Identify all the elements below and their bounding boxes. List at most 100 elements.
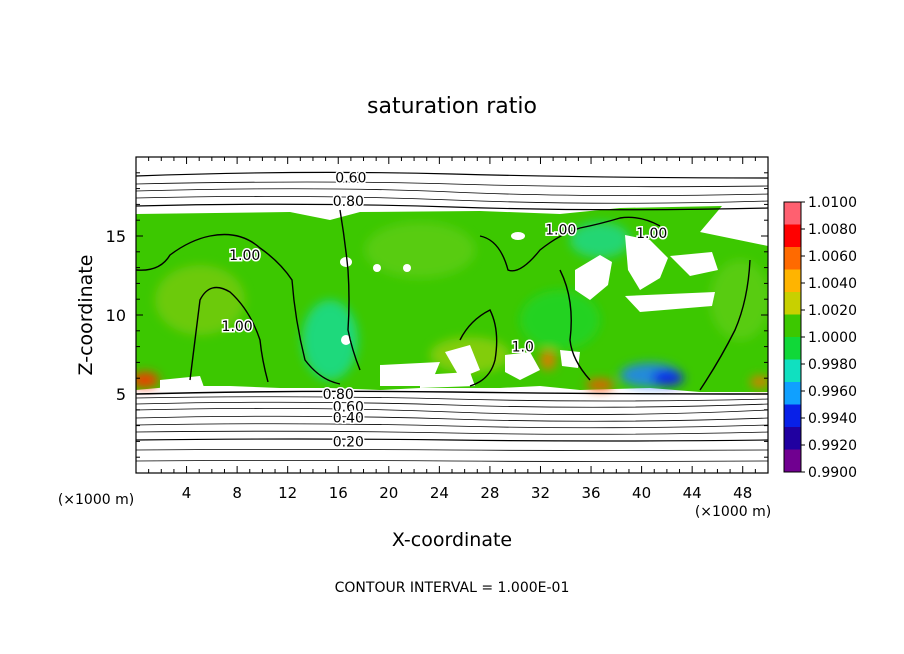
- contour-line: [136, 390, 768, 395]
- colorbar-label: 1.0100: [808, 195, 857, 211]
- colorbar-swatch: [784, 337, 801, 360]
- contour-label: 0.60: [333, 400, 364, 416]
- contour-line: [136, 203, 768, 211]
- contour-label: 0.80: [323, 387, 354, 403]
- x-tick-label: 40: [632, 484, 651, 502]
- y-tick-label: 5: [116, 385, 126, 404]
- contour-line: [136, 438, 768, 442]
- colorbar-label: 1.0040: [808, 276, 857, 292]
- y-axis: 5 10 15: [106, 172, 768, 458]
- pocket: [341, 335, 351, 345]
- pocket: [373, 264, 381, 272]
- contour-label: 1.00: [229, 248, 260, 264]
- x-tick-label: 8: [232, 484, 242, 502]
- y-tick-label: 15: [106, 227, 126, 246]
- contour-line: [136, 401, 768, 408]
- colorbar: 1.0100 1.0080 1.0060 1.0040 1.0020 1.0000 0.99…: [783, 195, 857, 481]
- x-tick-label: 36: [581, 484, 600, 502]
- colorbar-label: 0.9900: [808, 465, 857, 481]
- colorbar-label: 1.0080: [808, 222, 857, 238]
- contour-line: [136, 181, 768, 188]
- pocket: [560, 350, 580, 368]
- field-blob: [586, 379, 614, 391]
- contour-labels: 0.600.801.001.001.00 1.001.00.800.600.400…: [220, 169, 669, 452]
- plot-area: 0.600.801.001.001.00 1.001.00.800.600.400…: [136, 157, 768, 473]
- contour-lines: [136, 171, 768, 462]
- contour-line: [699, 259, 751, 391]
- contour-label: 0.20: [333, 434, 364, 450]
- pocket: [505, 352, 540, 380]
- contour-line: [136, 449, 768, 451]
- contour-label: 0.80: [333, 194, 364, 210]
- x-tick-label: 32: [531, 484, 550, 502]
- field-blob: [302, 300, 358, 380]
- field-blob: [136, 372, 159, 388]
- x-tick-label: 48: [733, 484, 752, 502]
- contour-line: [136, 430, 768, 435]
- field-blob: [540, 350, 556, 370]
- pocket: [160, 376, 205, 391]
- field-blob: [520, 290, 600, 350]
- colorbar-label: 0.9920: [808, 438, 857, 454]
- field-blob: [652, 370, 684, 386]
- x-tick-label: 44: [683, 484, 702, 502]
- pocket: [625, 235, 668, 290]
- contour-label: 1.0: [512, 340, 534, 356]
- x-axis-label: X-coordinate: [392, 529, 512, 551]
- field-variations: [136, 222, 768, 391]
- contour-line: [559, 269, 591, 381]
- contour-line: [136, 196, 768, 204]
- chart-title: saturation ratio: [367, 94, 537, 119]
- contour-line: [136, 233, 341, 385]
- x-tick-label: 4: [182, 484, 192, 502]
- field-blob: [710, 260, 768, 340]
- pocket: [670, 252, 718, 276]
- field-blob: [570, 222, 630, 258]
- pocket: [575, 255, 612, 300]
- colorbar-label: 0.9940: [808, 411, 857, 427]
- contour-line: [339, 209, 361, 371]
- x-axis-unit: (×1000 m): [695, 504, 771, 520]
- pocket: [511, 232, 525, 240]
- colorbar-swatch: [784, 224, 801, 248]
- colorbar-swatch: [784, 359, 801, 383]
- colorbar-swatch: [784, 314, 801, 338]
- colorbar-swatch: [784, 382, 801, 405]
- contour-line: [479, 216, 661, 272]
- x-tick-label: 16: [329, 484, 348, 502]
- pocket: [340, 257, 352, 267]
- pocket: [380, 362, 440, 386]
- contour-line: [136, 188, 768, 196]
- contour-line: [136, 423, 768, 429]
- contour-label: 0.40: [333, 411, 364, 427]
- colorbar-label: 1.0020: [808, 303, 857, 319]
- colorbar-swatch: [784, 202, 801, 225]
- y-tick-label: 10: [106, 306, 126, 325]
- y-axis-label: Z-coordinate: [75, 255, 97, 376]
- contour-label: 1.00: [545, 223, 576, 239]
- colorbar-swatch: [784, 404, 801, 428]
- contour-line: [459, 309, 498, 387]
- colorbar-swatch: [784, 427, 801, 450]
- contour-label: 1.00: [636, 226, 667, 242]
- pocket: [625, 292, 715, 312]
- contour-label: 0.60: [335, 171, 366, 187]
- x-axis: 4 8 12 16 20 24 28 32 36 40 44 48: [148, 157, 756, 502]
- colorbar-swatch: [784, 292, 801, 315]
- contour-line: [136, 415, 768, 422]
- field-blob: [365, 222, 475, 278]
- field-blob: [750, 376, 768, 388]
- colorbar-swatch: [784, 269, 801, 293]
- contour-line: [136, 408, 768, 415]
- colorbar-swatch: [784, 449, 801, 473]
- x-tick-label: 12: [278, 484, 297, 502]
- pocket: [445, 345, 480, 378]
- y-axis-unit: (×1000 m): [58, 492, 134, 508]
- colorbar-label: 1.0000: [808, 330, 857, 346]
- colorbar-label: 0.9980: [808, 357, 857, 373]
- x-tick-label: 20: [379, 484, 398, 502]
- contour-line: [136, 171, 768, 179]
- contour-line: [136, 460, 768, 462]
- unsaturated-pockets: [160, 232, 718, 391]
